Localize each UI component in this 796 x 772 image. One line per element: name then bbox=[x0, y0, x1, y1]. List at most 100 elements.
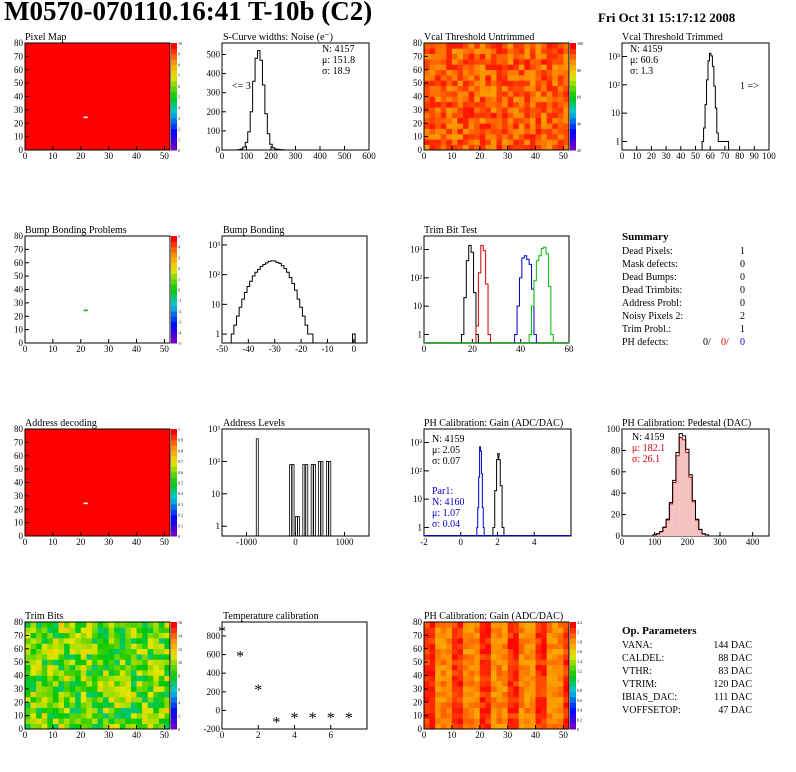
ph_gain_map-map-cell bbox=[513, 670, 520, 676]
ph_gain_map-map-cell bbox=[451, 643, 458, 650]
ph_gain_map-map-cell bbox=[502, 712, 508, 719]
vcal_untrimmed-ytick-label: 40 bbox=[413, 92, 423, 102]
trim_bits-map-cell bbox=[75, 659, 82, 666]
ph_gain_map-map-cell bbox=[524, 643, 531, 650]
ph_gain_map-map-cell bbox=[496, 638, 503, 644]
vcal_untrimmed-map-cell bbox=[446, 59, 453, 65]
vcal_untrimmed-map-cell bbox=[507, 112, 514, 119]
ph_gain_map-map-cell bbox=[507, 718, 514, 724]
trim_bits-map-cell bbox=[125, 686, 132, 692]
ph_gain_map-map-cell bbox=[446, 691, 453, 698]
ph_gain_map-map-cell bbox=[490, 638, 497, 644]
trim_bits-map-cell bbox=[147, 707, 154, 714]
vcal_untrimmed-map-cell bbox=[546, 85, 553, 92]
trim_bits-map-cell bbox=[136, 654, 143, 660]
ph_gain_map-map-cell bbox=[429, 696, 436, 703]
vcal_untrimmed-map-cell bbox=[490, 139, 497, 145]
pixel_map-colorbar-label: 0 bbox=[178, 148, 180, 153]
ph_gain_map-map-cell bbox=[446, 712, 453, 719]
trim_bits-map-cell bbox=[136, 718, 143, 724]
vcal_untrimmed-map-cell bbox=[435, 64, 442, 71]
pixel_map-colorbar-label: 8 bbox=[178, 62, 180, 67]
vcal_untrimmed-map-cell bbox=[541, 75, 547, 81]
pixel_map-colorbar-cell bbox=[171, 53, 177, 60]
vcal_untrimmed-map-cell bbox=[490, 85, 497, 92]
trim_bits-map-cell bbox=[97, 638, 104, 644]
vcal_untrimmed-map-cell bbox=[513, 91, 520, 97]
bump_problems-ytick-label: 10 bbox=[14, 325, 24, 335]
ph_gain_map-map-cell bbox=[424, 664, 430, 671]
ph_gain_map-map-cell bbox=[563, 712, 570, 719]
ph_gain_map-map-cell bbox=[440, 638, 447, 644]
ph_gain_map-map-cell bbox=[563, 648, 570, 655]
vcal_untrimmed-map-cell bbox=[552, 59, 559, 65]
trim_bits-map-cell bbox=[47, 702, 54, 708]
trim_bits-map-cell bbox=[36, 686, 43, 692]
panel-title-trim-bits: Trim Bits bbox=[25, 611, 63, 622]
ph_gain_map-map-cell bbox=[446, 659, 453, 666]
trim_bits-map-cell bbox=[147, 627, 154, 633]
trim_bits-map-cell bbox=[153, 638, 160, 644]
ph_gain_map-map-cell bbox=[552, 675, 559, 682]
ph_gain_map-map-cell bbox=[552, 707, 559, 714]
op-param-value: 120 DAC bbox=[713, 679, 752, 690]
trim_bits-map-cell bbox=[164, 718, 171, 724]
ph_gain_map-map-cell bbox=[490, 659, 497, 666]
summary-value: 2 bbox=[740, 311, 745, 322]
ph_gain_map-colorbar-cell bbox=[570, 654, 576, 660]
address_decoding-colorbar-label: 0.4 bbox=[178, 491, 183, 496]
ph_gain_map-map-cell bbox=[451, 680, 458, 687]
vcal_untrimmed-map-cell bbox=[435, 133, 442, 140]
ph_gain_map-map-cell bbox=[546, 664, 553, 671]
op-param-label: VOFFSETOP: bbox=[622, 705, 681, 716]
vcal_untrimmed-map-cell bbox=[507, 96, 514, 103]
trim_bits-map-cell bbox=[80, 718, 87, 724]
ph_gain_map-map-cell bbox=[502, 632, 508, 639]
ph_gain_map-map-cell bbox=[557, 712, 564, 719]
pixel_map-ytick-label: 80 bbox=[14, 38, 24, 48]
vcal_untrimmed-map-cell bbox=[524, 112, 531, 119]
ph_gain_map-map-cell bbox=[502, 638, 508, 644]
trim_bits-map-cell bbox=[164, 686, 171, 692]
vcal_untrimmed-xtick-label: 20 bbox=[475, 151, 485, 161]
ph_gain_map-map-cell bbox=[529, 627, 536, 633]
vcal_untrimmed-map-cell bbox=[451, 101, 458, 108]
ph_gain_map-map-cell bbox=[474, 723, 481, 730]
ph_gain_map-map-cell bbox=[474, 712, 481, 719]
ph_gain_map-map-cell bbox=[468, 632, 475, 639]
ph_gain_map-map-cell bbox=[529, 702, 536, 708]
summary-value: 0 bbox=[740, 298, 745, 309]
ph_gain_map-colorbar-cell bbox=[570, 622, 576, 628]
temp_cal-point: * bbox=[254, 682, 262, 699]
ph_pedestal-bar bbox=[653, 534, 657, 536]
trim_bits-map-cell bbox=[64, 632, 70, 639]
vcal_untrimmed-map-cell bbox=[485, 144, 492, 151]
pixel_map-colorbar-cell bbox=[171, 139, 177, 146]
trim_bits-colorbar-cell bbox=[171, 675, 177, 682]
ph_gain_map-map-cell bbox=[463, 627, 469, 633]
ph_gain_map-map-cell bbox=[451, 664, 458, 671]
trim_bits-map-cell bbox=[36, 654, 43, 660]
vcal_untrimmed-map-cell bbox=[479, 69, 486, 76]
ph_pedestal-bar bbox=[675, 455, 680, 536]
address_decoding-ytick-label: 20 bbox=[14, 504, 24, 514]
ph_gain_map-map-cell bbox=[474, 670, 481, 676]
ph_gain_map-map-cell bbox=[490, 632, 497, 639]
ph_gain_map-map-cell bbox=[507, 648, 514, 655]
trim_bits-colorbar-label: 8 bbox=[178, 674, 180, 679]
panel-title-scurve: S-Curve widths: Noise (e⁻) bbox=[223, 32, 333, 43]
vcal_untrimmed-map-cell bbox=[474, 112, 481, 119]
vcal_untrimmed-map-cell bbox=[502, 101, 508, 108]
trim_bits-map-cell bbox=[103, 680, 109, 687]
trim_bits-map-cell bbox=[158, 632, 165, 639]
trim_bits-map-cell bbox=[58, 686, 65, 692]
trim_bits-map-cell bbox=[36, 712, 43, 719]
vcal_untrimmed-map-cell bbox=[535, 107, 542, 113]
vcal_untrimmed-map-cell bbox=[429, 107, 436, 113]
vcal_untrimmed-map-cell bbox=[485, 128, 492, 135]
vcal_untrimmed-map-cell bbox=[479, 101, 486, 108]
trim_bits-map-cell bbox=[80, 723, 87, 730]
vcal_untrimmed-map-cell bbox=[479, 117, 486, 124]
trim_bits-map-cell bbox=[119, 659, 126, 666]
pixel_map-colorbar-cell bbox=[171, 80, 177, 87]
